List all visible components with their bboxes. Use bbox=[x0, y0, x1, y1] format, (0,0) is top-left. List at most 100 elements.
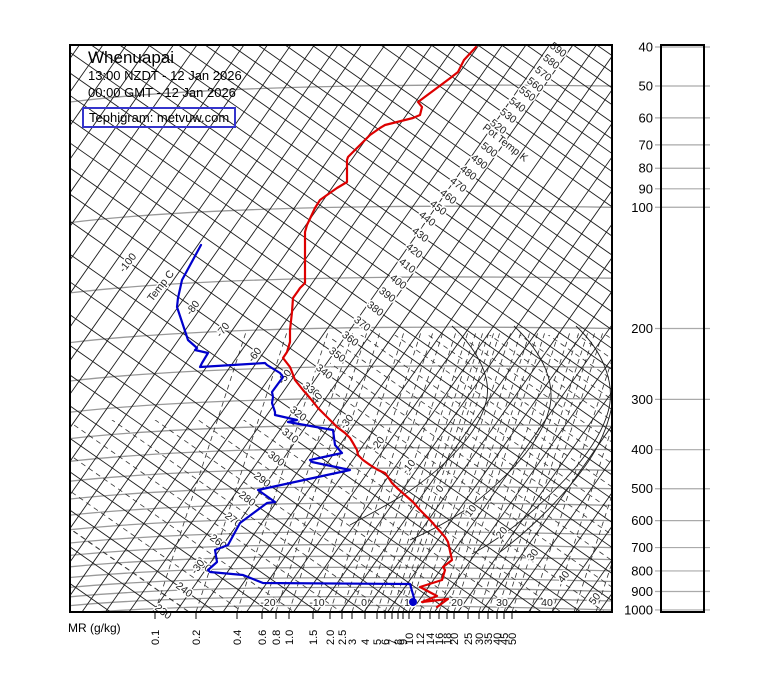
isobar-line bbox=[70, 84, 612, 103]
mr-tick-label: 1.0 bbox=[284, 630, 296, 645]
isobar-line bbox=[86, 604, 612, 612]
mr-tick-label: 3 bbox=[347, 639, 359, 645]
isotherm-line bbox=[105, 45, 503, 612]
gmt-time-label: 00:00 GMT - 12 Jan 2026 bbox=[88, 85, 236, 100]
isotherm-line bbox=[70, 45, 339, 429]
pressure-tick-label: 40 bbox=[639, 40, 653, 55]
mr-tick-label: 6 bbox=[380, 639, 392, 645]
moist-adiabat-line bbox=[70, 335, 612, 612]
isotherm-line bbox=[70, 45, 362, 463]
isobar-line bbox=[70, 397, 612, 413]
isobar-line bbox=[70, 423, 612, 440]
isobar-line bbox=[70, 485, 612, 500]
isotherm-line bbox=[387, 290, 612, 612]
trace-layer bbox=[175, 45, 478, 609]
isobar-line bbox=[70, 530, 612, 544]
temperature-trace bbox=[281, 45, 478, 609]
pressure-tick-label: 100 bbox=[631, 200, 653, 215]
mixing-ratio-line bbox=[529, 358, 612, 612]
isentrope-line bbox=[380, 45, 612, 208]
mr-tick-label: 8 bbox=[393, 639, 405, 645]
mr-tick-label: 25 bbox=[463, 633, 475, 645]
isentrope-line bbox=[70, 471, 271, 612]
isotherm-line bbox=[457, 391, 612, 612]
isotherm-line bbox=[70, 45, 245, 295]
isotherm-line bbox=[152, 45, 550, 612]
isentrope-line bbox=[70, 253, 582, 612]
mixing-ratio-line bbox=[419, 332, 512, 612]
moist-adiabat-line bbox=[70, 335, 612, 612]
isotherm-line bbox=[434, 357, 612, 612]
isotherm-line bbox=[70, 45, 456, 597]
surface-dewpoint-marker bbox=[409, 598, 417, 606]
temp-bottom-tick-label: 20 bbox=[451, 597, 463, 609]
isentrope-line bbox=[204, 45, 612, 331]
pressure-tick-label: 400 bbox=[631, 442, 653, 457]
pressure-tick-label: 600 bbox=[631, 513, 653, 528]
mixing-ratio-line bbox=[376, 332, 469, 612]
mr-tick-label: 9 bbox=[398, 639, 410, 645]
isotherm-line bbox=[70, 45, 151, 160]
isentrope-line bbox=[118, 45, 612, 391]
mr-tick-label: 7 bbox=[387, 639, 399, 645]
pressure-tick-label: 700 bbox=[631, 540, 653, 555]
mixing-ratio-line bbox=[312, 332, 405, 612]
mixing-ratio-line bbox=[288, 332, 381, 612]
isentrope-line bbox=[70, 509, 217, 612]
pressure-tick-label: 200 bbox=[631, 321, 653, 336]
mr-tick-label: 1.5 bbox=[308, 630, 320, 645]
moist-adiabat-curve bbox=[409, 325, 552, 541]
mixing-ratio-line bbox=[408, 332, 501, 612]
mixing-ratio-line bbox=[496, 332, 589, 612]
isentrope-line bbox=[70, 314, 496, 612]
isobar-line bbox=[70, 595, 612, 607]
station-title: Whenuapai bbox=[88, 48, 175, 67]
mr-tick-label: 35 bbox=[483, 633, 495, 645]
local-time-label: 13:00 NZDT - 12 Jan 2026 bbox=[88, 68, 242, 83]
mixing-ratio-line bbox=[453, 332, 546, 612]
pressure-tick-label: 50 bbox=[639, 79, 653, 94]
moist-adiabat-line bbox=[70, 335, 612, 612]
mixing-ratio-line bbox=[329, 332, 422, 612]
pressure-tick-label: 900 bbox=[631, 584, 653, 599]
isotherm-line bbox=[70, 45, 174, 194]
mr-tick-label: 0.6 bbox=[257, 630, 269, 645]
tephigram-source-link[interactable]: Tephigram: metvuw.com bbox=[82, 107, 237, 128]
isotherm-line bbox=[316, 189, 612, 612]
mr-tick-label: 18 bbox=[442, 633, 454, 645]
isentrope-line bbox=[311, 45, 612, 256]
isentrope-line bbox=[338, 45, 612, 237]
isentrope-line bbox=[70, 437, 319, 612]
isotherm-line bbox=[128, 45, 527, 612]
isentrope-line bbox=[70, 405, 366, 612]
moist-adiabat-line bbox=[70, 335, 612, 612]
isotherm-line bbox=[70, 45, 292, 362]
mr-tick-label: 5 bbox=[372, 639, 384, 645]
pressure-tick-label: 90 bbox=[639, 181, 653, 196]
dewpoint-trace bbox=[175, 243, 416, 604]
isotherm-line bbox=[70, 45, 315, 395]
mixing-ratio-line bbox=[341, 332, 434, 612]
mr-tick-label: 0.4 bbox=[232, 630, 244, 645]
moist-adiabat-line bbox=[70, 335, 612, 612]
mixing-ratio-line bbox=[478, 332, 571, 612]
mr-tick-label: 40 bbox=[492, 633, 504, 645]
isotherm-line bbox=[269, 122, 612, 612]
isentrope-line bbox=[70, 281, 543, 612]
mixing-ratio-line bbox=[261, 332, 354, 612]
moist-adiabat-line bbox=[70, 335, 612, 612]
mr-tick-label: 50 bbox=[507, 633, 519, 645]
mixing-ratio-line bbox=[391, 332, 484, 612]
mr-tick-label: 2.0 bbox=[325, 630, 337, 645]
mixing-ratio-line bbox=[438, 332, 531, 612]
mr-tick-label: 30 bbox=[474, 633, 486, 645]
